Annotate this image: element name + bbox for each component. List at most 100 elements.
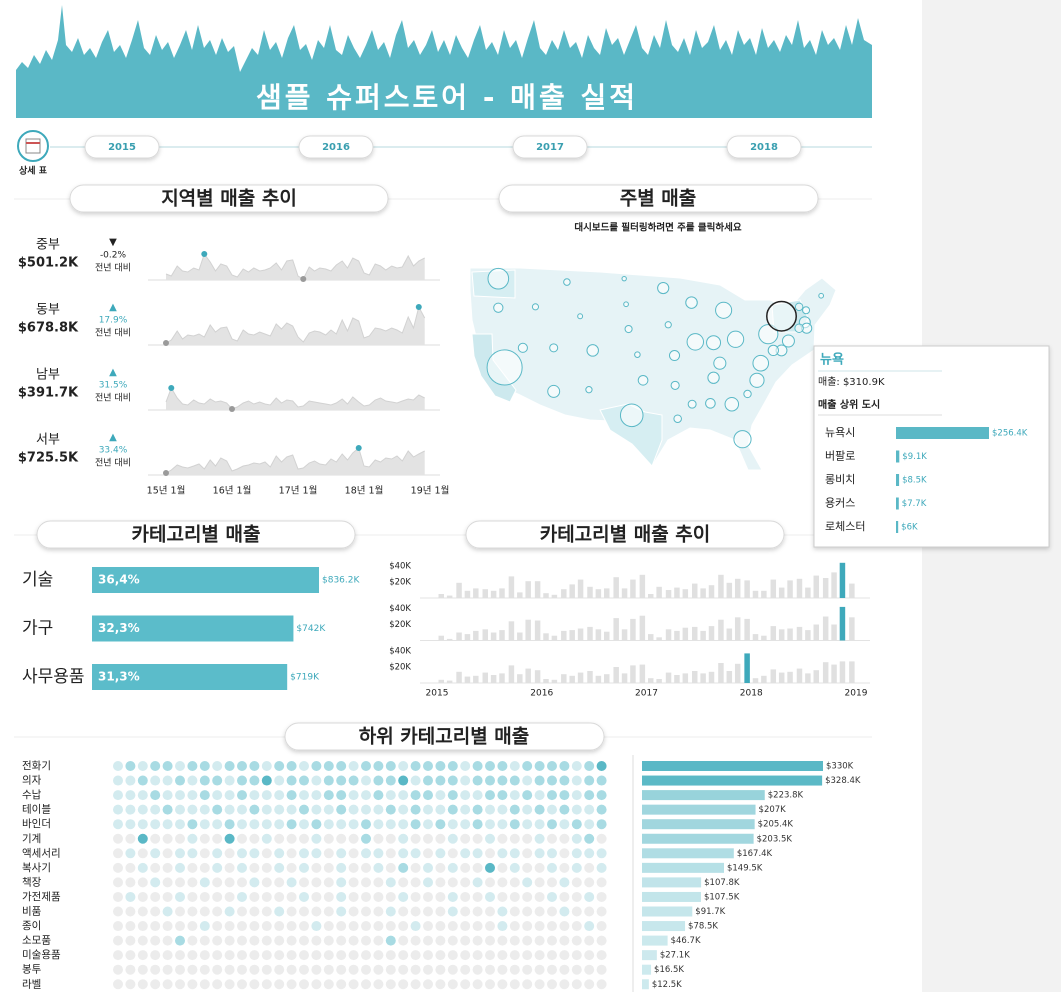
column[interactable] [543, 633, 549, 641]
column[interactable] [849, 583, 855, 598]
column[interactable] [778, 672, 785, 683]
state-bubble[interactable] [549, 343, 559, 353]
column[interactable] [674, 675, 680, 683]
column[interactable] [787, 628, 793, 641]
column[interactable] [778, 587, 785, 598]
column[interactable] [517, 632, 523, 641]
column[interactable] [813, 624, 820, 641]
column[interactable] [708, 585, 715, 598]
column[interactable] [456, 671, 462, 683]
state-bubble[interactable] [707, 371, 720, 384]
column[interactable] [456, 582, 462, 598]
column[interactable] [569, 675, 575, 683]
state-bubble[interactable] [657, 281, 670, 295]
column[interactable] [805, 587, 811, 598]
column[interactable] [595, 675, 602, 683]
bar[interactable] [642, 950, 657, 961]
column[interactable] [805, 673, 811, 683]
state-bubble[interactable] [802, 306, 811, 315]
state-bubble[interactable] [818, 292, 825, 299]
column[interactable] [665, 629, 672, 641]
column[interactable] [561, 630, 567, 641]
bar[interactable] [642, 833, 754, 844]
column[interactable] [473, 588, 479, 598]
state-bubble[interactable] [724, 396, 740, 412]
column[interactable] [656, 637, 662, 641]
category-label[interactable]: 기술 [22, 570, 53, 590]
column[interactable] [577, 628, 584, 641]
column[interactable] [543, 679, 549, 683]
column[interactable] [839, 562, 846, 598]
state-bubble[interactable] [670, 380, 680, 390]
column[interactable] [587, 626, 593, 641]
column[interactable] [569, 584, 575, 598]
column[interactable] [464, 590, 471, 598]
column[interactable] [813, 670, 820, 683]
category-label[interactable]: 액세서리 [22, 847, 61, 859]
year-filter[interactable]: 2016 [298, 135, 374, 159]
column[interactable] [787, 580, 793, 598]
category-label[interactable]: 책장 [22, 876, 42, 888]
category-label[interactable]: 종이 [22, 920, 41, 932]
state-bubble[interactable] [668, 349, 681, 362]
column[interactable] [551, 679, 558, 683]
column[interactable] [569, 630, 575, 641]
column[interactable] [630, 665, 636, 683]
state-bubble[interactable] [749, 372, 765, 388]
column[interactable] [630, 618, 636, 641]
state-bubble[interactable] [794, 323, 804, 333]
column[interactable] [761, 590, 767, 598]
column[interactable] [718, 619, 724, 641]
bar[interactable] [92, 567, 319, 593]
column[interactable] [648, 678, 654, 683]
column[interactable] [499, 588, 505, 598]
bar[interactable] [92, 664, 288, 690]
column[interactable] [490, 632, 497, 641]
column[interactable] [508, 576, 515, 598]
column[interactable] [517, 674, 523, 683]
year-pill[interactable] [84, 135, 160, 159]
column[interactable] [849, 661, 855, 683]
year-label[interactable]: 2018 [750, 142, 778, 153]
detail-button[interactable]: 상세 표 [17, 130, 49, 177]
column[interactable] [508, 665, 515, 683]
column[interactable] [708, 671, 715, 683]
year-pill[interactable] [512, 135, 588, 159]
column[interactable] [718, 574, 724, 598]
column[interactable] [796, 578, 803, 598]
column[interactable] [665, 672, 672, 683]
state-bubble[interactable] [486, 349, 523, 386]
column[interactable] [744, 653, 750, 683]
column[interactable] [577, 579, 584, 598]
column[interactable] [734, 578, 741, 598]
category-label[interactable]: 봉투 [22, 964, 42, 976]
state-bubble[interactable] [673, 414, 682, 423]
column[interactable] [587, 671, 593, 683]
year-pill[interactable] [726, 135, 802, 159]
category-label[interactable]: 라벨 [22, 978, 41, 990]
state-bubble[interactable] [767, 344, 779, 357]
column[interactable] [613, 618, 619, 641]
column[interactable] [761, 635, 767, 641]
column[interactable] [604, 588, 610, 598]
column[interactable] [691, 626, 698, 641]
bar[interactable] [92, 615, 294, 642]
column[interactable] [525, 619, 531, 641]
bar[interactable] [642, 761, 823, 771]
state-bubble[interactable] [623, 301, 629, 308]
column[interactable] [595, 589, 602, 598]
column[interactable] [473, 675, 479, 683]
state-bubble[interactable] [685, 296, 698, 309]
category-label[interactable]: 복사기 [22, 862, 51, 874]
column[interactable] [700, 673, 706, 683]
column[interactable] [674, 587, 680, 598]
column[interactable] [446, 595, 453, 598]
column[interactable] [778, 629, 785, 641]
column[interactable] [656, 679, 662, 683]
category-label[interactable]: 바인더 [22, 818, 51, 830]
column[interactable] [525, 668, 531, 683]
column[interactable] [770, 579, 777, 598]
state-bubble[interactable] [585, 386, 593, 394]
bar[interactable] [642, 891, 701, 902]
column[interactable] [534, 581, 541, 598]
